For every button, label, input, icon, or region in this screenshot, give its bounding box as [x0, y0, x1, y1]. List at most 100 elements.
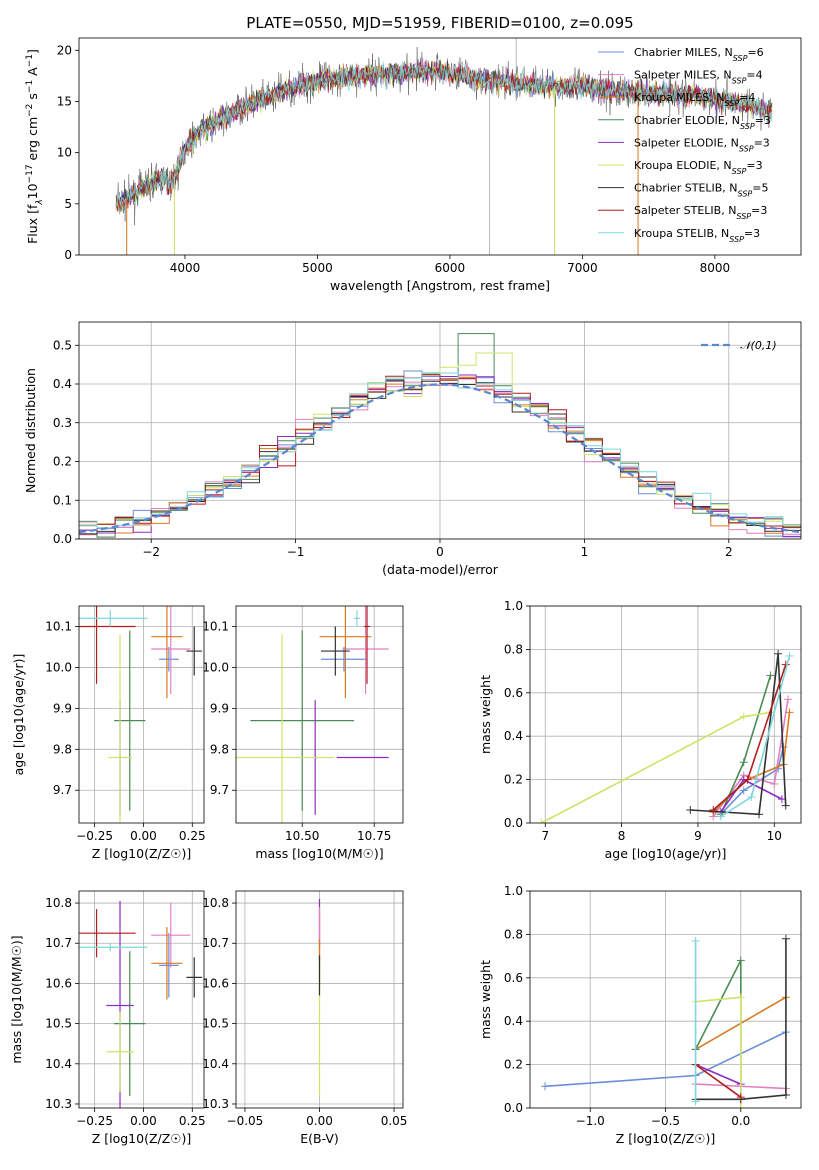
errorbar-point — [79, 610, 148, 627]
legend-entry: Salpeter STELIB, NSSP=3 — [634, 204, 767, 221]
axes-frame — [235, 605, 404, 824]
legend-entry: Kroupa MILES, NSSP=4 — [634, 91, 755, 108]
legend-entry: Salpeter ELODIE, NSSP=3 — [634, 136, 770, 153]
mass-weight-marker — [686, 805, 695, 814]
x-tick-label: 0 — [436, 545, 444, 559]
x-tick-label: 10.75 — [357, 829, 391, 843]
x-tick-label: 0.00 — [306, 1114, 333, 1128]
y-tick-label: 10.7 — [202, 936, 229, 950]
errorbar-point — [320, 626, 350, 676]
errorbar-point — [108, 634, 132, 823]
mass-weight-marker — [541, 1082, 550, 1091]
legend-entry: Chabrier ELODIE, NSSP=3 — [634, 114, 771, 131]
y-tick-label: 10.8 — [202, 896, 229, 910]
y-tick-label: 0.8 — [504, 642, 523, 656]
mass-weight-marker — [770, 779, 779, 788]
age-vs-mass-panel: 10.50 10.75 9.7 9.8 9.9 10.0 10.1 mass [log10(M… — [202, 605, 404, 861]
mass-weight-marker — [736, 1093, 745, 1102]
y-tick-label: 10.0 — [45, 660, 72, 674]
mass-weight-marker — [784, 695, 793, 704]
residual-histogram-panel: −2 −1 0 1 2 0.0 0.1 0.2 0.3 0.4 0.5 (data-model)/er… — [23, 321, 802, 577]
x-tick-label: 8000 — [700, 261, 731, 275]
errorbar-point — [79, 943, 148, 952]
mass-weight-marker — [691, 936, 700, 945]
y-tick-label: 0.0 — [504, 1101, 523, 1115]
x-tick-label: −0.25 — [76, 1114, 113, 1128]
y-tick-label: 0.5 — [53, 338, 72, 352]
errorbar-point — [151, 927, 183, 1000]
y-tick-label: 0.1 — [53, 493, 72, 507]
x-tick-label: 9 — [694, 829, 702, 843]
mass-weight-line — [712, 699, 789, 817]
errorbar-point — [151, 606, 183, 699]
errorbar-point — [364, 606, 370, 684]
y-tick-label: 10.4 — [45, 1057, 72, 1071]
y-tick-label: 9.8 — [53, 742, 72, 756]
y-tick-label: 10 — [57, 146, 72, 160]
y-axis-label: mass weight — [478, 675, 493, 754]
mass-weight-marker — [766, 671, 775, 680]
y-tick-label: 10.0 — [202, 660, 229, 674]
mass-weight-marker — [739, 712, 748, 721]
mass-weight-marker — [691, 1097, 700, 1106]
errorbar-point — [114, 630, 146, 811]
mass-weight-marker — [785, 708, 794, 717]
x-tick-label: −1.0 — [576, 1114, 605, 1128]
plot-area — [236, 606, 403, 823]
errorbar-point — [319, 606, 372, 699]
x-axis-label: mass [log10(M/M☉)] — [255, 846, 383, 861]
mass-weight-line — [690, 653, 787, 816]
axes-frame — [529, 890, 802, 1109]
normal-reference-curve — [79, 383, 801, 534]
mass-vs-reddening-panel: −0.05 0.00 0.05 10.3 10.4 10.5 10.6 10.7 10.8 E(B… — [202, 890, 407, 1146]
mass-weight-marker — [781, 801, 790, 810]
errorbar-point — [79, 606, 136, 684]
mass-weight-marker — [739, 758, 748, 767]
y-tick-label: 9.7 — [210, 783, 229, 797]
x-tick-label: 0.25 — [179, 1114, 206, 1128]
x-tick-label: 7 — [541, 829, 549, 843]
mass-vs-metallicity-panel: −0.25 0.00 0.25 10.3 10.4 10.5 10.6 10.7 10.8 Z [… — [9, 890, 206, 1146]
y-tick-label: 0.6 — [504, 971, 523, 985]
y-tick-label: 9.9 — [53, 701, 72, 715]
x-tick-label: 7000 — [567, 261, 598, 275]
y-axis-label: Normed distribution — [23, 368, 38, 493]
errorbar-point — [342, 606, 389, 695]
x-tick-label: 0.00 — [130, 1114, 157, 1128]
x-tick-label: 5000 — [302, 261, 333, 275]
x-axis-label: Z [log10(Z/Z☉)] — [92, 1131, 192, 1146]
y-tick-label: 5 — [64, 197, 72, 211]
errorbar-point — [159, 933, 179, 998]
x-tick-label: 10 — [767, 829, 782, 843]
mass-weight-line — [694, 960, 742, 1100]
x-tick-label: −0.05 — [227, 1114, 264, 1128]
y-tick-label: 0.8 — [504, 927, 523, 941]
plot-area — [115, 38, 773, 255]
plot-area — [79, 891, 204, 1108]
x-tick-label: 0.0 — [731, 1114, 750, 1128]
axes-frame — [78, 890, 205, 1109]
x-tick-label: −0.5 — [651, 1114, 680, 1128]
errorbar-point — [151, 606, 191, 695]
y-tick-label: 0.2 — [504, 1058, 523, 1072]
spectrum-legend: Chabrier MILES, NSSP=6 Salpeter MILES, NS… — [598, 46, 771, 243]
y-tick-label: 15 — [57, 94, 72, 108]
x-tick-label: 0.25 — [179, 829, 206, 843]
figure-title: PLATE=0550, MJD=51959, FIBERID=0100, z=0… — [246, 14, 633, 32]
mass-weight-marker — [755, 810, 764, 819]
y-tick-label: 0.0 — [53, 532, 72, 546]
plot-area — [79, 606, 204, 823]
y-axis-label: age [log10(age/yr)] — [11, 654, 26, 776]
x-tick-label: 0.00 — [130, 829, 157, 843]
y-tick-label: 10.3 — [202, 1097, 229, 1111]
mass-weight-marker — [537, 819, 546, 823]
mass-weight-marker — [736, 993, 745, 1002]
y-tick-label: 0.2 — [504, 773, 523, 787]
errorbar-point — [186, 957, 203, 998]
y-tick-label: 0.6 — [504, 686, 523, 700]
legend-entry: 𝒩(0,1) — [740, 339, 777, 352]
x-axis-label: E(B-V) — [300, 1131, 339, 1146]
age-vs-metallicity-panel: −0.25 0.00 0.25 9.7 9.8 9.9 10.0 10.1 Z [log10(Z… — [11, 605, 206, 861]
y-tick-label: 10.8 — [45, 896, 72, 910]
legend-entry: Kroupa ELODIE, NSSP=3 — [634, 159, 763, 176]
